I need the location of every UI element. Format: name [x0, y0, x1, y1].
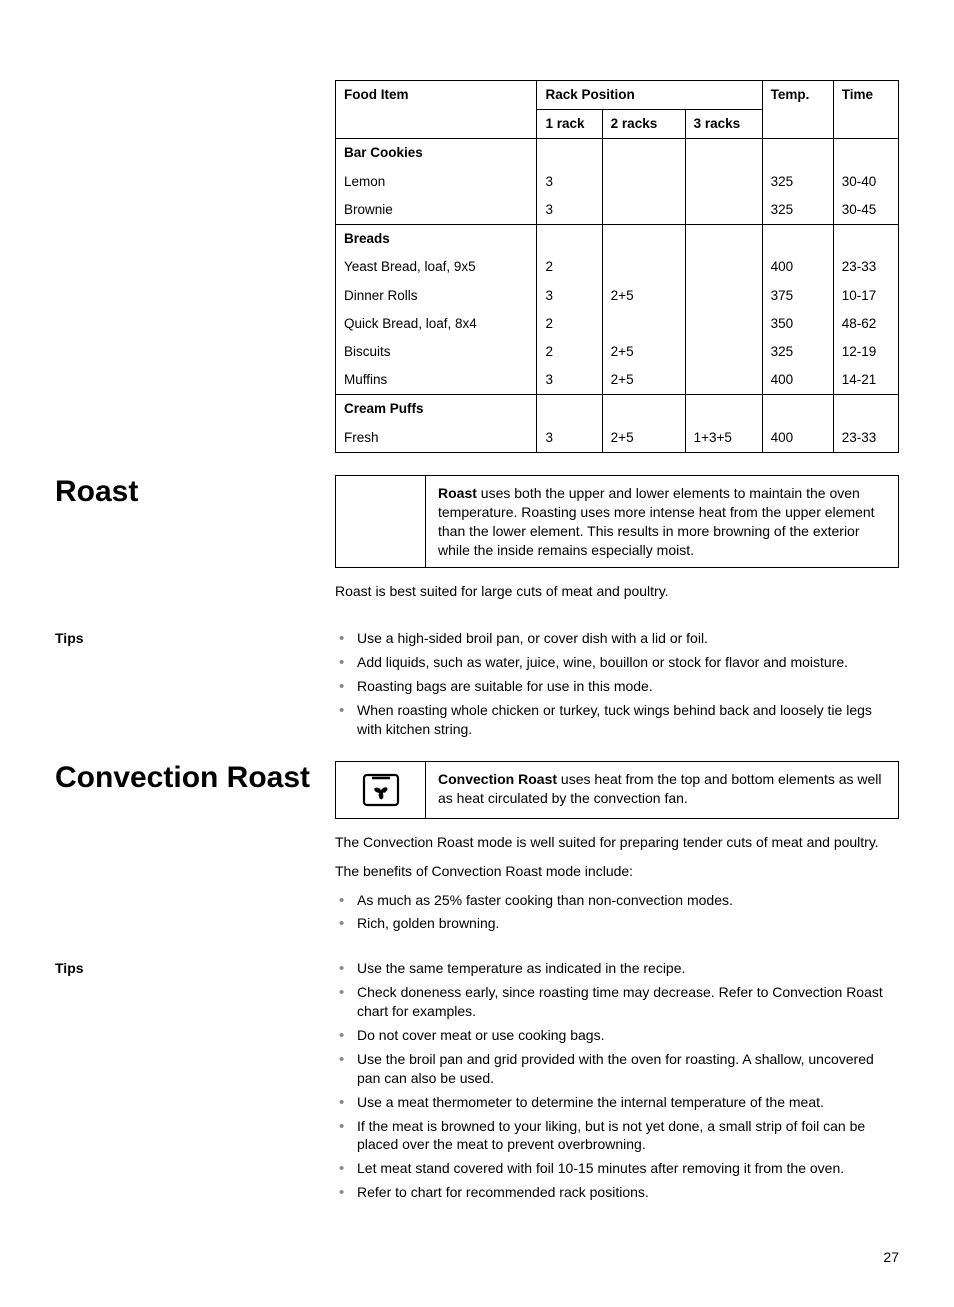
table-row: Fresh32+51+3+540023-33: [336, 424, 899, 453]
roast-intro: Roast is best suited for large cuts of m…: [335, 582, 899, 601]
col-1rack: 1 rack: [537, 110, 602, 139]
convection-fan-icon: [361, 772, 401, 808]
list-item: Check doneness early, since roasting tim…: [353, 983, 899, 1021]
conv-roast-icon-cell: [336, 762, 426, 818]
list-item: As much as 25% faster cooking than non-c…: [353, 891, 899, 910]
list-item: Let meat stand covered with foil 10-15 m…: [353, 1159, 899, 1178]
roast-tips-label: Tips: [55, 630, 84, 646]
table-row: Quick Bread, loaf, 8x4235048-62: [336, 310, 899, 338]
conv-roast-mode-box: Convection Roast uses heat from the top …: [335, 761, 899, 819]
table-section-header: Bar Cookies: [336, 139, 899, 168]
roast-desc: Roast uses both the upper and lower elem…: [426, 476, 898, 568]
col-rack-position: Rack Position: [537, 81, 762, 110]
table-section-header: Breads: [336, 225, 899, 254]
roast-icon-cell: [336, 476, 426, 568]
list-item: If the meat is browned to your liking, b…: [353, 1117, 899, 1155]
list-item: Use a high-sided broil pan, or cover dis…: [353, 629, 899, 648]
list-item: Rich, golden browning.: [353, 914, 899, 933]
col-time: Time: [833, 81, 898, 139]
roast-mode-box: Roast uses both the upper and lower elem…: [335, 475, 899, 569]
conv-roast-heading: Convection Roast: [55, 761, 315, 796]
col-food-item: Food Item: [336, 81, 537, 139]
list-item: Use the broil pan and grid provided with…: [353, 1050, 899, 1088]
table-row: Dinner Rolls32+537510-17: [336, 282, 899, 310]
table-row: Brownie332530-45: [336, 196, 899, 225]
cooking-chart-table: Food Item Rack Position Temp. Time 1 rac…: [335, 80, 899, 453]
page-number: 27: [55, 1248, 899, 1267]
roast-heading: Roast: [55, 475, 315, 510]
roast-tips-list: Use a high-sided broil pan, or cover dis…: [335, 629, 899, 738]
list-item: Refer to chart for recommended rack posi…: [353, 1183, 899, 1202]
list-item: Use a meat thermometer to determine the …: [353, 1093, 899, 1112]
table-row: Muffins32+540014-21: [336, 366, 899, 395]
list-item: Roasting bags are suitable for use in th…: [353, 677, 899, 696]
conv-roast-intro2: The benefits of Convection Roast mode in…: [335, 862, 899, 881]
list-item: Use the same temperature as indicated in…: [353, 959, 899, 978]
col-2racks: 2 racks: [602, 110, 685, 139]
cooking-table-row: Food Item Rack Position Temp. Time 1 rac…: [55, 80, 899, 453]
table-row: Biscuits22+532512-19: [336, 338, 899, 366]
conv-roast-intro1: The Convection Roast mode is well suited…: [335, 833, 899, 852]
conv-roast-tips-list: Use the same temperature as indicated in…: [335, 959, 899, 1202]
conv-roast-section: Convection Roast Convec: [55, 761, 899, 946]
col-3racks: 3 racks: [685, 110, 762, 139]
conv-roast-benefits: As much as 25% faster cooking than non-c…: [335, 891, 899, 934]
col-temp: Temp.: [762, 81, 833, 139]
conv-roast-desc: Convection Roast uses heat from the top …: [426, 762, 898, 818]
conv-roast-tips-row: Tips Use the same temperature as indicat…: [55, 959, 899, 1214]
table-row: Lemon332530-40: [336, 168, 899, 196]
roast-section: Roast Roast uses both the upper and lowe…: [55, 475, 899, 611]
roast-tips-row: Tips Use a high-sided broil pan, or cove…: [55, 629, 899, 750]
list-item: When roasting whole chicken or turkey, t…: [353, 701, 899, 739]
table-row: Yeast Bread, loaf, 9x5240023-33: [336, 253, 899, 281]
table-section-header: Cream Puffs: [336, 395, 899, 424]
list-item: Add liquids, such as water, juice, wine,…: [353, 653, 899, 672]
conv-roast-tips-label: Tips: [55, 960, 84, 976]
list-item: Do not cover meat or use cooking bags.: [353, 1026, 899, 1045]
